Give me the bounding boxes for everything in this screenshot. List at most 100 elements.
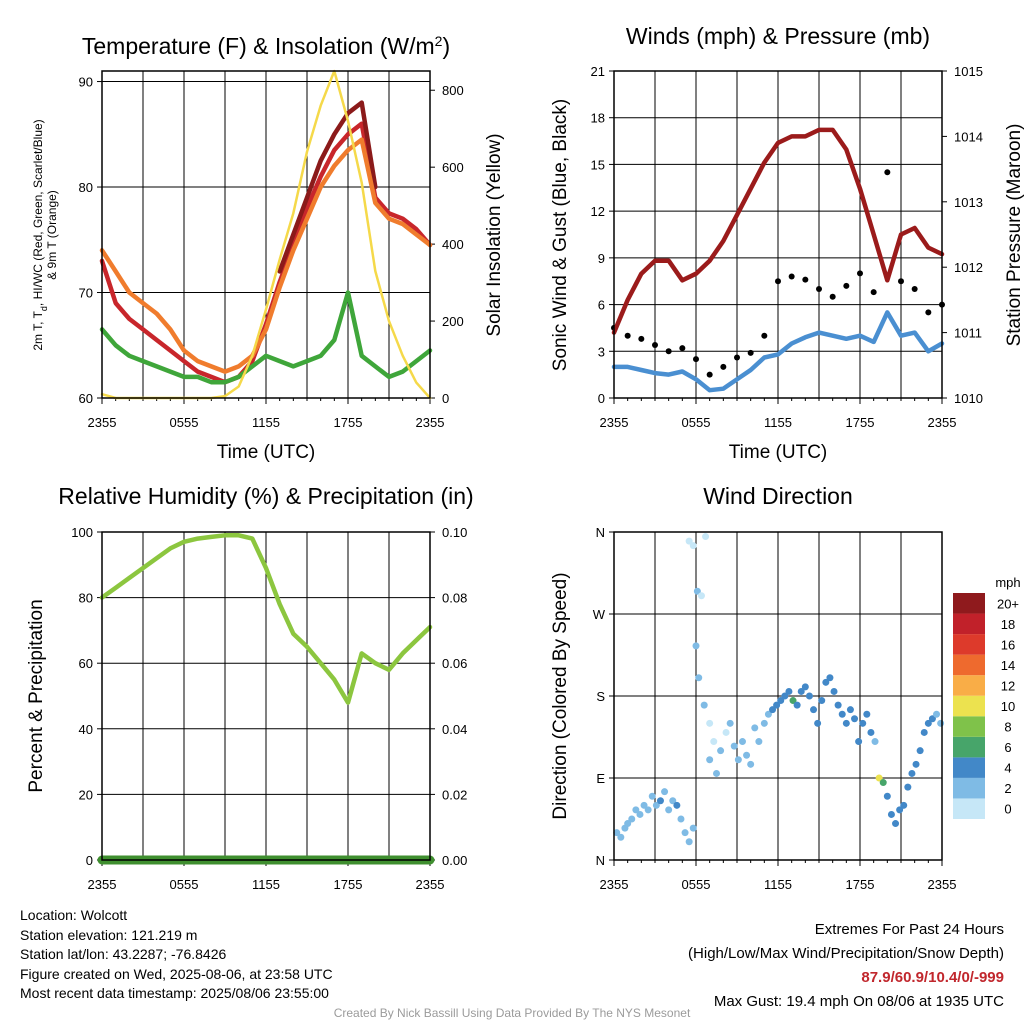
extremes-title: Extremes For Past 24 Hours bbox=[814, 921, 1004, 938]
wind-direction-point bbox=[867, 728, 875, 736]
colorbar-label: 18 bbox=[1001, 617, 1015, 632]
wind-direction-point bbox=[863, 710, 871, 718]
winds-pressure-line bbox=[611, 127, 945, 335]
wind-direction-point bbox=[801, 683, 809, 691]
temperature-frame bbox=[101, 70, 431, 399]
wind-direction-point bbox=[644, 806, 652, 814]
colorbar-label: 6 bbox=[1004, 740, 1011, 755]
wind-direction-point bbox=[722, 728, 730, 736]
colorbar-label: 14 bbox=[1001, 658, 1015, 673]
humidity-frame bbox=[101, 531, 431, 861]
colorbar-swatch bbox=[953, 654, 985, 676]
humidity-xtick-label: 2355 bbox=[416, 877, 445, 892]
wind-direction-point bbox=[713, 769, 720, 777]
winds-gust-point bbox=[829, 293, 836, 300]
humidity-xtick-label: 2355 bbox=[88, 877, 117, 892]
humidity-y2tick-label: 0.04 bbox=[442, 722, 467, 737]
colorbar-swatch bbox=[953, 716, 985, 737]
colorbar-label: 2 bbox=[1004, 781, 1011, 796]
wind-direction-ytick-label: S bbox=[596, 689, 605, 704]
colorbar-swatch bbox=[953, 675, 985, 696]
winds-xtick-label: 1155 bbox=[764, 415, 792, 430]
wind-direction-point bbox=[640, 801, 648, 809]
wind-direction-point bbox=[710, 738, 718, 746]
wind-direction-ytick-label: E bbox=[596, 771, 605, 786]
winds-y2tick-label: 1011 bbox=[954, 326, 982, 341]
temperature-y2tick-label: 200 bbox=[442, 314, 464, 329]
winds-xtick-label: 2355 bbox=[928, 415, 957, 430]
wind-direction-point bbox=[834, 701, 842, 709]
wind-direction-point bbox=[652, 801, 660, 809]
wind-direction-point bbox=[859, 719, 867, 727]
winds-gust-point bbox=[734, 354, 740, 361]
winds-ytick-label: 15 bbox=[591, 157, 605, 172]
temperature-heat_index-line bbox=[277, 100, 378, 274]
wind-direction-point bbox=[875, 774, 883, 782]
temperature-y2label: Solar Insolation (Yellow) bbox=[484, 133, 505, 336]
wind-direction-point bbox=[781, 692, 789, 700]
winds-gust-point bbox=[857, 270, 863, 277]
wind-direction-point bbox=[846, 706, 854, 714]
humidity-panel: Relative Humidity (%) & Precipitation (i… bbox=[26, 483, 474, 892]
wind-direction-point bbox=[916, 747, 924, 755]
wind-direction-point bbox=[764, 710, 772, 718]
colorbar-swatch bbox=[953, 634, 985, 655]
station-info: Location: Wolcott Station elevation: 121… bbox=[20, 906, 333, 1004]
wind-direction-point bbox=[883, 792, 891, 800]
wind-direction-point bbox=[685, 537, 693, 545]
wind-direction-point bbox=[924, 719, 932, 727]
wind-direction-point bbox=[842, 719, 850, 727]
wind-direction-point bbox=[887, 810, 895, 818]
temperature-xlabel: Time (UTC) bbox=[217, 442, 316, 463]
colorbar-swatch bbox=[953, 593, 985, 614]
winds-y2tick-label: 1014 bbox=[954, 129, 983, 144]
winds-gust-point bbox=[624, 332, 631, 339]
extremes-box: Extremes For Past 24 Hours (High/Low/Max… bbox=[688, 918, 1004, 1014]
temperature-ytick-label: 60 bbox=[79, 391, 93, 406]
temperature-y2tick-label: 0 bbox=[442, 391, 449, 406]
wind-direction-ylabel: Direction (Colored By Speed) bbox=[550, 572, 571, 819]
colorbar-label: 16 bbox=[1001, 637, 1015, 652]
wind-direction-xtick-label: 1755 bbox=[846, 877, 875, 892]
wind-direction-point bbox=[855, 738, 863, 746]
wind-direction-point bbox=[628, 815, 636, 823]
wind-direction-point bbox=[805, 692, 813, 700]
wind-direction-ytick-label: W bbox=[593, 607, 606, 622]
wind-direction-point bbox=[693, 587, 701, 595]
winds-gust-point bbox=[925, 309, 932, 316]
winds-gust-point bbox=[870, 289, 877, 296]
winds-gust-point bbox=[898, 278, 904, 285]
winds-panel: Winds (mph) & Pressure (mb) Time (UTC) S… bbox=[550, 23, 1024, 463]
wind-direction-point bbox=[700, 701, 708, 709]
wind-direction-point bbox=[665, 806, 673, 814]
temperature-ytick-label: 90 bbox=[79, 75, 93, 90]
wind-direction-point bbox=[656, 797, 664, 805]
wind-direction-point bbox=[648, 792, 656, 800]
temperature-ylabel-1: 2m T, Td, HI/WC (Red, Green, Scarlet/Blu… bbox=[31, 119, 49, 350]
wind-direction-point bbox=[717, 747, 725, 755]
humidity-ylabel: Percent & Precipitation bbox=[26, 599, 47, 792]
wind-direction-point bbox=[871, 738, 879, 746]
humidity-ytick-label: 80 bbox=[79, 591, 93, 606]
winds-xtick-label: 1755 bbox=[846, 415, 875, 430]
winds-gust-point bbox=[843, 282, 850, 289]
wind-direction-point bbox=[617, 833, 625, 841]
winds-gust-point bbox=[665, 348, 672, 355]
winds-gust-point bbox=[706, 371, 713, 378]
colorbar-swatch bbox=[953, 613, 985, 635]
winds-gust-point bbox=[816, 286, 822, 292]
winds-gust-point bbox=[884, 169, 891, 176]
wind-direction-ytick-label: N bbox=[596, 853, 605, 868]
humidity-ytick-label: 40 bbox=[79, 722, 93, 737]
wind-direction-point bbox=[632, 806, 640, 814]
winds-y2tick-label: 1015 bbox=[954, 64, 983, 79]
wind-direction-point bbox=[730, 742, 738, 750]
wind-direction-point bbox=[685, 838, 693, 846]
winds-ytick-label: 12 bbox=[591, 204, 605, 219]
wind-direction-point bbox=[773, 701, 781, 709]
speed-colorbar: 0 2 4 6 8 10 12 14 16 18 20+ mph bbox=[953, 575, 1021, 819]
wind-direction-point bbox=[743, 751, 751, 759]
humidity-ytick-label: 100 bbox=[71, 525, 93, 540]
humidity-xtick-label: 0555 bbox=[170, 877, 199, 892]
wind-direction-point bbox=[689, 824, 697, 832]
